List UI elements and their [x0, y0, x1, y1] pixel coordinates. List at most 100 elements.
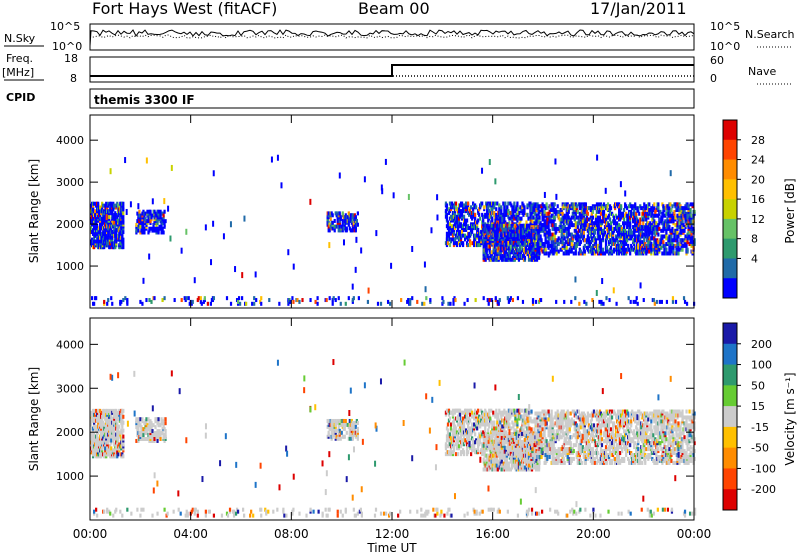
- range-gate-cell: [513, 202, 515, 206]
- range-gate-cell: [502, 202, 504, 206]
- range-gate-cell: [587, 223, 589, 227]
- range-gate-cell: [553, 206, 555, 210]
- range-gate-cell: [381, 184, 383, 190]
- range-gate-cell: [387, 300, 389, 304]
- range-gate-cell: [393, 192, 395, 198]
- range-gate-cell: [343, 423, 345, 427]
- power-scatter-marks: [90, 155, 696, 306]
- range-gate-cell: [553, 251, 555, 255]
- range-gate-cell: [517, 207, 519, 211]
- range-gate-cell: [97, 202, 99, 206]
- range-gate-cell: [471, 217, 473, 221]
- range-gate-cell: [508, 217, 510, 221]
- range-gate-cell: [461, 424, 463, 428]
- range-gate-cell: [471, 230, 473, 234]
- range-gate-cell: [600, 300, 602, 304]
- range-gate-cell: [642, 221, 644, 225]
- range-gate-cell: [450, 426, 452, 430]
- range-gate-cell: [631, 231, 633, 235]
- range-gate-cell: [544, 210, 546, 214]
- range-gate-cell: [450, 450, 452, 454]
- range-gate-cell: [577, 210, 579, 214]
- range-gate-cell: [450, 422, 452, 426]
- range-gate-cell: [505, 411, 507, 415]
- range-gate-cell: [345, 302, 347, 306]
- range-gate-cell: [137, 229, 139, 233]
- range-gate-cell: [588, 236, 590, 240]
- range-gate-cell: [278, 302, 280, 306]
- range-gate-cell: [503, 409, 505, 413]
- range-gate-cell: [538, 216, 540, 220]
- range-gate-cell: [144, 217, 146, 221]
- colorbar-swatch: [723, 179, 737, 199]
- range-gate-cell: [94, 209, 96, 213]
- range-gate-cell: [445, 442, 447, 446]
- range-gate-cell: [164, 417, 166, 421]
- range-gate-cell: [140, 425, 142, 429]
- range-gate-cell: [339, 419, 341, 423]
- range-gate-cell: [346, 431, 348, 435]
- range-gate-cell: [574, 217, 576, 221]
- range-gate-cell: [462, 417, 464, 421]
- range-gate-cell: [605, 217, 607, 221]
- range-gate-cell: [348, 223, 350, 227]
- range-gate-cell: [446, 203, 448, 207]
- range-gate-cell: [686, 248, 688, 252]
- range-gate-cell: [118, 425, 120, 429]
- range-gate-cell: [577, 238, 579, 242]
- range-gate-cell: [163, 223, 165, 227]
- range-gate-cell: [626, 221, 628, 225]
- range-gate-cell: [685, 206, 687, 210]
- range-gate-cell: [576, 216, 578, 220]
- range-gate-cell: [537, 246, 539, 250]
- range-gate-cell: [548, 240, 550, 244]
- range-gate-cell: [148, 254, 150, 260]
- range-gate-cell: [207, 302, 209, 306]
- range-gate-cell: [423, 302, 425, 306]
- range-gate-cell: [679, 225, 681, 229]
- range-gate-cell: [608, 214, 610, 218]
- range-gate-cell: [298, 300, 300, 304]
- range-gate-cell: [689, 202, 691, 206]
- range-gate-cell: [610, 246, 612, 250]
- range-gate-cell: [477, 228, 479, 232]
- range-gate-cell: [352, 421, 354, 425]
- range-gate-cell: [495, 409, 497, 413]
- range-gate-cell: [532, 248, 534, 252]
- range-gate-cell: [690, 219, 692, 223]
- range-gate-cell: [530, 234, 532, 238]
- range-gate-cell: [334, 228, 336, 232]
- range-gate-cell: [463, 203, 465, 207]
- range-gate-cell: [142, 427, 144, 431]
- range-gate-cell: [660, 246, 662, 250]
- range-gate-cell: [474, 213, 476, 217]
- range-gate-cell: [569, 221, 571, 225]
- range-gate-cell: [585, 302, 587, 306]
- range-gate-cell: [548, 252, 550, 258]
- range-gate-cell: [570, 300, 572, 304]
- range-gate-cell: [491, 250, 493, 254]
- range-gate-cell: [642, 212, 644, 216]
- range-gate-cell: [504, 228, 506, 232]
- range-gate-cell: [400, 298, 402, 302]
- range-gate-cell: [143, 230, 145, 234]
- range-gate-cell: [592, 216, 594, 220]
- range-gate-cell: [493, 228, 495, 232]
- nsearch-label: N.Search: [745, 28, 795, 41]
- range-gate-cell: [611, 250, 613, 254]
- range-gate-cell: [673, 234, 675, 238]
- range-gate-cell: [343, 239, 345, 245]
- range-gate-cell: [613, 238, 615, 242]
- range-gate-cell: [602, 233, 604, 237]
- range-gate-cell: [342, 223, 344, 227]
- velocity-scatter-marks: [90, 359, 696, 518]
- range-gate-cell: [662, 204, 664, 208]
- colorbar-swatch: [723, 120, 737, 140]
- range-gate-cell: [151, 429, 153, 433]
- range-gate-cell: [141, 417, 143, 421]
- range-gate-cell: [563, 300, 565, 304]
- range-gate-cell: [685, 244, 687, 248]
- range-gate-cell: [343, 419, 345, 423]
- range-gate-cell: [467, 424, 469, 428]
- range-gate-cell: [530, 208, 532, 212]
